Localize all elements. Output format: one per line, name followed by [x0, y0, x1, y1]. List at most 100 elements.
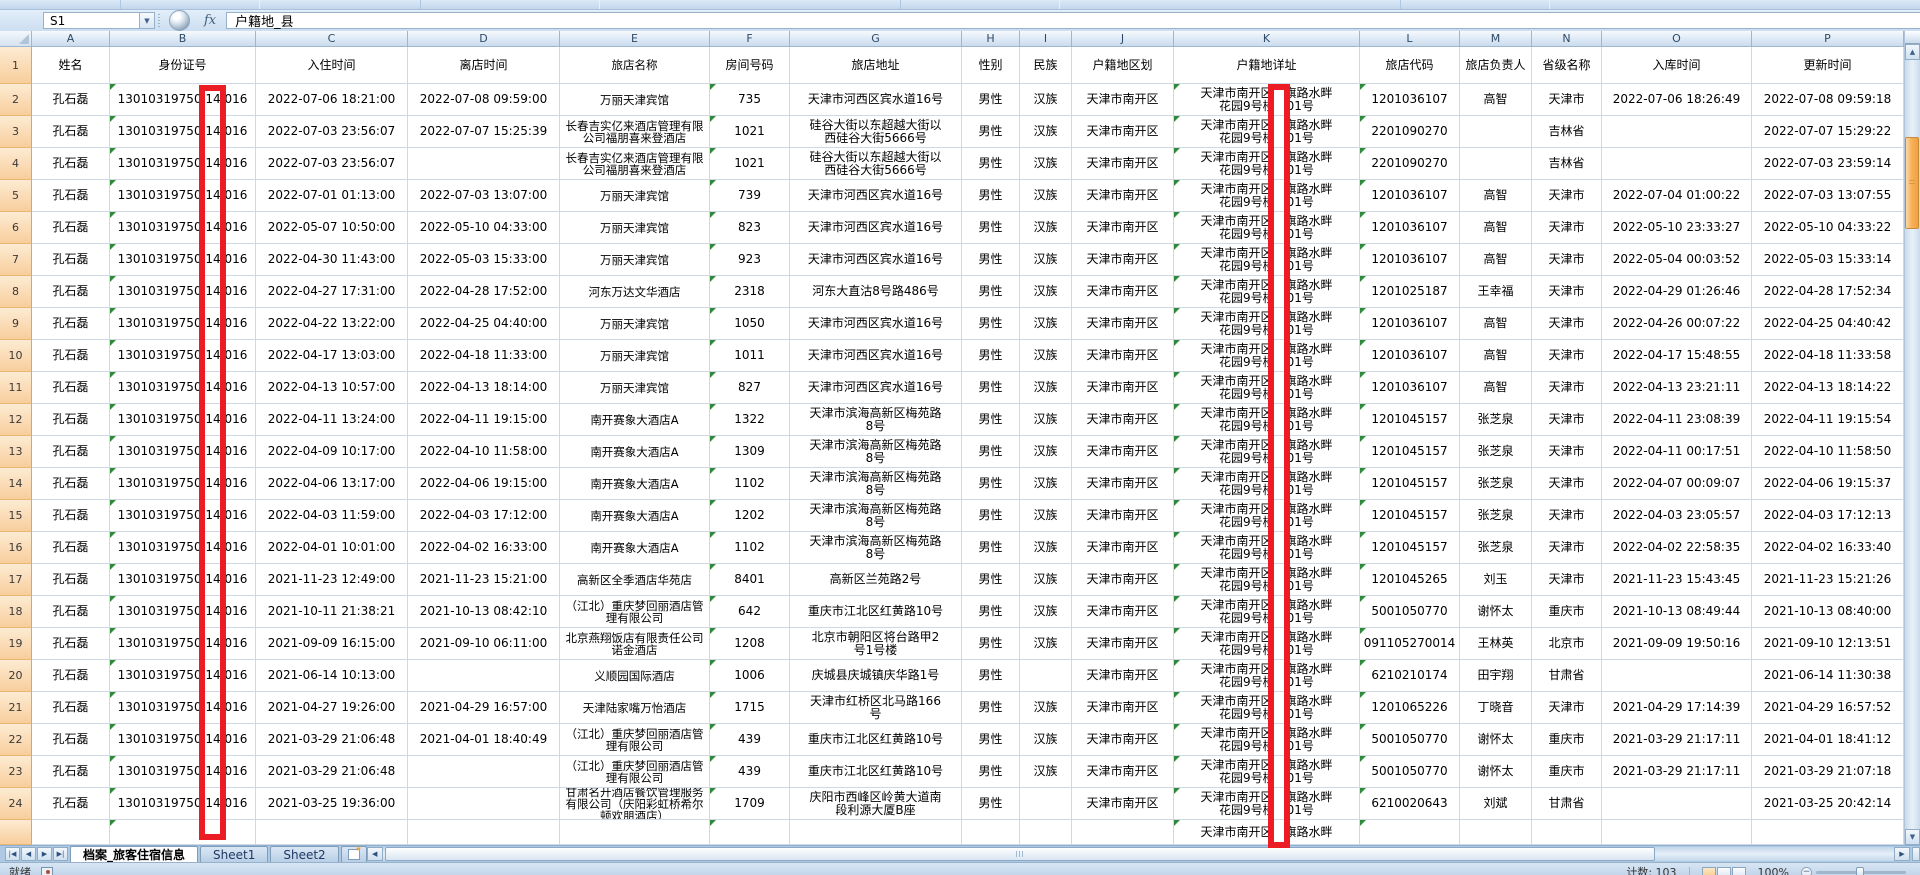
cell-E18[interactable]: （江北）重庆梦回丽酒店管理有限公司: [560, 596, 710, 628]
cell-I22[interactable]: 汉族: [1020, 724, 1072, 756]
column-header-O[interactable]: O: [1602, 31, 1752, 47]
cell-I24[interactable]: [1020, 788, 1072, 820]
cell-I17[interactable]: 汉族: [1020, 564, 1072, 596]
cell-H13[interactable]: 男性: [962, 436, 1020, 468]
cell-A6[interactable]: 孔石磊: [32, 212, 110, 244]
row-header-24[interactable]: 24: [0, 788, 32, 820]
cell-N6[interactable]: 天津市: [1532, 212, 1602, 244]
column-header-C[interactable]: C: [256, 31, 408, 47]
cell-K7[interactable]: 天津市南开区 旗路水畔 花园9号楼 01号: [1174, 244, 1360, 276]
cell-B7[interactable]: 13010319750 14 016: [110, 244, 256, 276]
column-header-P[interactable]: P: [1752, 31, 1904, 47]
cell-D17[interactable]: 2021-11-23 15:21:00: [408, 564, 560, 596]
cell-L21[interactable]: 1201065226: [1360, 692, 1460, 724]
cell-P11[interactable]: 2022-04-13 18:14:22: [1752, 372, 1904, 404]
cell-C18[interactable]: 2021-10-11 21:38:21: [256, 596, 408, 628]
cell-L14[interactable]: 1201045157: [1360, 468, 1460, 500]
cell-O2[interactable]: 2022-07-06 18:26:49: [1602, 84, 1752, 116]
cell-I15[interactable]: 汉族: [1020, 500, 1072, 532]
cell-J20[interactable]: 天津市南开区: [1072, 660, 1174, 692]
cell-G1[interactable]: 旅店地址: [790, 47, 962, 84]
cell-F13[interactable]: 1309: [710, 436, 790, 468]
cell-D16[interactable]: 2022-04-02 16:33:00: [408, 532, 560, 564]
cell-B22[interactable]: 13010319750 14 016: [110, 724, 256, 756]
cell-D24[interactable]: [408, 788, 560, 820]
cell-E21[interactable]: 天津陆家嘴万怡酒店: [560, 692, 710, 724]
cell-O13[interactable]: 2022-04-11 00:17:51: [1602, 436, 1752, 468]
cell-B3[interactable]: 13010319750 14 016: [110, 116, 256, 148]
cell-K19[interactable]: 天津市南开区 旗路水畔 花园9号楼 01号: [1174, 628, 1360, 660]
cell-L19[interactable]: 091105270014: [1360, 628, 1460, 660]
cell-C8[interactable]: 2022-04-27 17:31:00: [256, 276, 408, 308]
cell-L11[interactable]: 1201036107: [1360, 372, 1460, 404]
cell-A7[interactable]: 孔石磊: [32, 244, 110, 276]
cell-D13[interactable]: 2022-04-10 11:58:00: [408, 436, 560, 468]
cell-B15[interactable]: 13010319750 14 016: [110, 500, 256, 532]
cell-E4[interactable]: 长春吉实亿来酒店管理有限公司福朋喜来登酒店: [560, 148, 710, 180]
cell-K16[interactable]: 天津市南开区 旗路水畔 花园9号楼 01号: [1174, 532, 1360, 564]
cell-E24[interactable]: 甘肃名开酒店餐饮管理服务有限公司（庆阳彩虹桥希尔顿欢朋酒店）: [560, 788, 710, 820]
cell-K23[interactable]: 天津市南开区 旗路水畔 花园9号楼 01号: [1174, 756, 1360, 788]
cell-K14[interactable]: 天津市南开区 旗路水畔 花园9号楼 01号: [1174, 468, 1360, 500]
cell-E19[interactable]: 北京燕翔饭店有限责任公司诺金酒店: [560, 628, 710, 660]
cell-L15[interactable]: 1201045157: [1360, 500, 1460, 532]
cell-F10[interactable]: 1011: [710, 340, 790, 372]
cell-K2[interactable]: 天津市南开区 旗路水畔 花园9号楼 01号: [1174, 84, 1360, 116]
cell-M2[interactable]: 高智: [1460, 84, 1532, 116]
cell-B6[interactable]: 13010319750 14 016: [110, 212, 256, 244]
cell-L4[interactable]: 2201090270: [1360, 148, 1460, 180]
cell-E22[interactable]: （江北）重庆梦回丽酒店管理有限公司: [560, 724, 710, 756]
cell-J21[interactable]: 天津市南开区: [1072, 692, 1174, 724]
cell-K15[interactable]: 天津市南开区 旗路水畔 花园9号楼 01号: [1174, 500, 1360, 532]
cell-L16[interactable]: 1201045157: [1360, 532, 1460, 564]
cell-P14[interactable]: 2022-04-06 19:15:37: [1752, 468, 1904, 500]
column-header-N[interactable]: N: [1532, 31, 1602, 47]
cell-J7[interactable]: 天津市南开区: [1072, 244, 1174, 276]
cell-N25[interactable]: [1532, 820, 1602, 845]
cell-K13[interactable]: 天津市南开区 旗路水畔 花园9号楼 01号: [1174, 436, 1360, 468]
cell-N11[interactable]: 天津市: [1532, 372, 1602, 404]
cell-L18[interactable]: 5001050770: [1360, 596, 1460, 628]
cell-O5[interactable]: 2022-07-04 01:00:22: [1602, 180, 1752, 212]
cell-C21[interactable]: 2021-04-27 19:26:00: [256, 692, 408, 724]
cell-M16[interactable]: 张芝泉: [1460, 532, 1532, 564]
insert-worksheet-button[interactable]: [340, 845, 367, 862]
cell-O3[interactable]: [1602, 116, 1752, 148]
cell-O8[interactable]: 2022-04-29 01:26:46: [1602, 276, 1752, 308]
cell-M15[interactable]: 张芝泉: [1460, 500, 1532, 532]
cell-D25[interactable]: [408, 820, 560, 845]
cell-N2[interactable]: 天津市: [1532, 84, 1602, 116]
cell-B12[interactable]: 13010319750 14 016: [110, 404, 256, 436]
cell-C17[interactable]: 2021-11-23 12:49:00: [256, 564, 408, 596]
cell-L5[interactable]: 1201036107: [1360, 180, 1460, 212]
normal-view-icon[interactable]: [1701, 866, 1716, 875]
cell-D15[interactable]: 2022-04-03 17:12:00: [408, 500, 560, 532]
cell-P7[interactable]: 2022-05-03 15:33:14: [1752, 244, 1904, 276]
column-header-H[interactable]: H: [962, 31, 1020, 47]
cell-H18[interactable]: 男性: [962, 596, 1020, 628]
cell-I3[interactable]: 汉族: [1020, 116, 1072, 148]
cell-N8[interactable]: 天津市: [1532, 276, 1602, 308]
cell-M14[interactable]: 张芝泉: [1460, 468, 1532, 500]
cell-I12[interactable]: 汉族: [1020, 404, 1072, 436]
cell-M7[interactable]: 高智: [1460, 244, 1532, 276]
cell-J6[interactable]: 天津市南开区: [1072, 212, 1174, 244]
cell-E14[interactable]: 南开赛象大酒店A: [560, 468, 710, 500]
cell-H3[interactable]: 男性: [962, 116, 1020, 148]
cell-O23[interactable]: 2021-03-29 21:17:11: [1602, 756, 1752, 788]
cell-I20[interactable]: [1020, 660, 1072, 692]
cell-C1[interactable]: 入住时间: [256, 47, 408, 84]
cell-B21[interactable]: 13010319750 14 016: [110, 692, 256, 724]
cell-M9[interactable]: 高智: [1460, 308, 1532, 340]
cell-A12[interactable]: 孔石磊: [32, 404, 110, 436]
cell-A14[interactable]: 孔石磊: [32, 468, 110, 500]
cell-C14[interactable]: 2022-04-06 13:17:00: [256, 468, 408, 500]
cell-G11[interactable]: 天津市河西区宾水道16号: [790, 372, 962, 404]
cell-I14[interactable]: 汉族: [1020, 468, 1072, 500]
cell-L10[interactable]: 1201036107: [1360, 340, 1460, 372]
cell-J5[interactable]: 天津市南开区: [1072, 180, 1174, 212]
cell-N5[interactable]: 天津市: [1532, 180, 1602, 212]
cell-E2[interactable]: 万丽天津宾馆: [560, 84, 710, 116]
cell-G13[interactable]: 天津市滨海高新区梅苑路8号: [790, 436, 962, 468]
cell-P9[interactable]: 2022-04-25 04:40:42: [1752, 308, 1904, 340]
